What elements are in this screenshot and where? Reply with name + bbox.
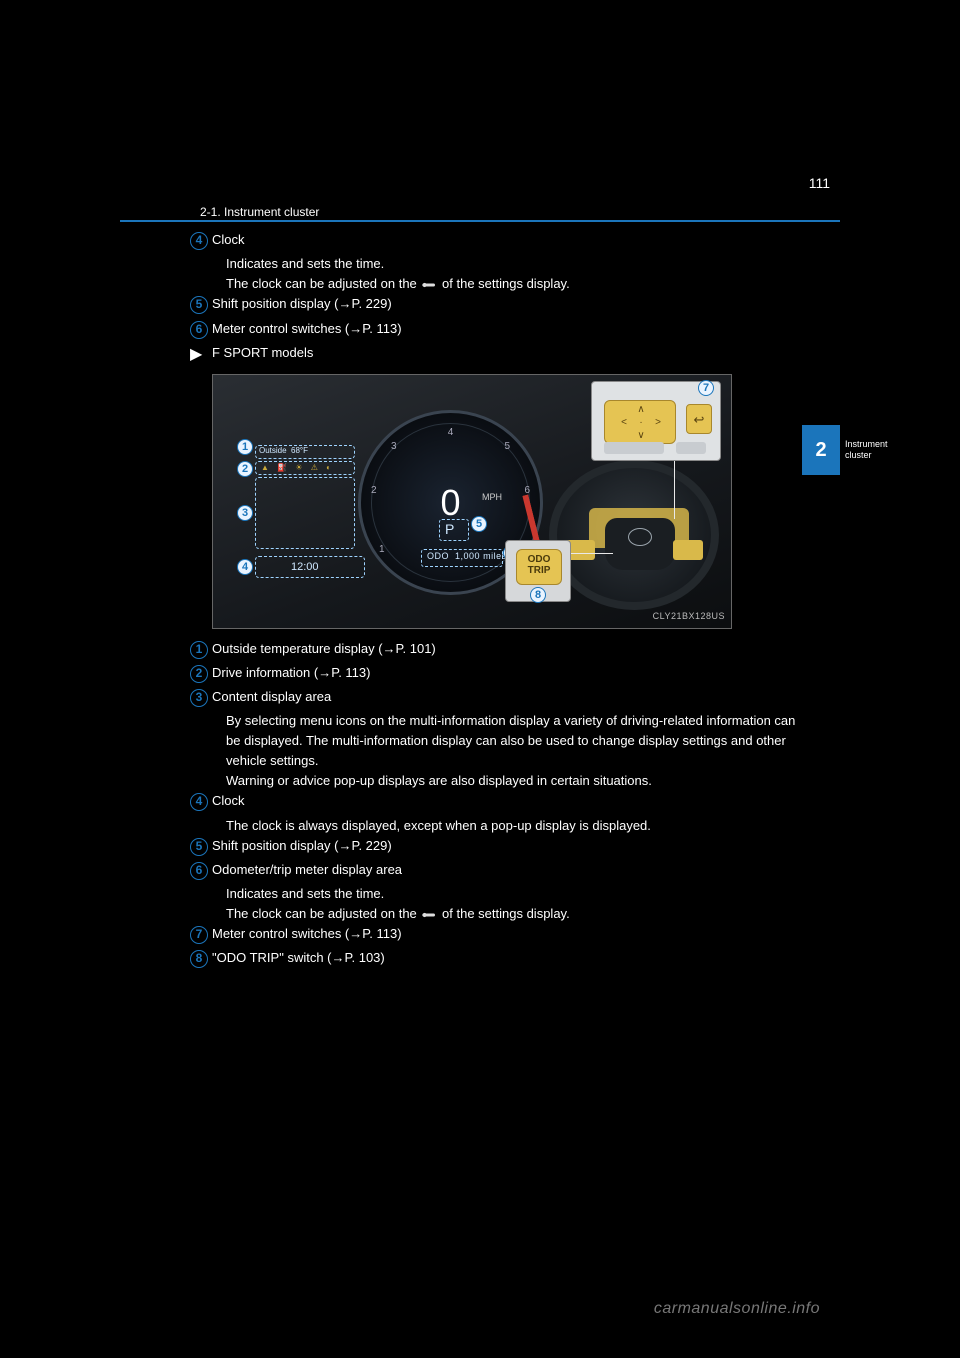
dpad-center[interactable]: · [634, 418, 648, 428]
item-a5-title: Shift position display (→P. 229) [212, 294, 810, 314]
item-b7: 7 Meter control switches (→P. 113) [190, 924, 810, 944]
header-rule [120, 220, 840, 222]
callout-b3-icon: 3 [190, 689, 208, 707]
fig-callout-7: 7 [698, 380, 714, 396]
callout-6-icon: 6 [190, 321, 208, 339]
dpad-right[interactable]: > [651, 418, 665, 428]
item-b3-title: Content display area [212, 687, 810, 707]
callout-b1-icon: 1 [190, 641, 208, 659]
item-a6: 6 Meter control switches (→P. 113) [190, 319, 810, 339]
wrench-icon [420, 909, 438, 921]
dpad-down[interactable]: ∨ [634, 431, 648, 441]
tick-5: 5 [504, 439, 510, 455]
item-b2-title: Drive information (→P. 113) [212, 663, 810, 683]
item-a4-line1: Indicates and sets the time. [190, 254, 810, 274]
chapter-tab-label: Instrument cluster [845, 425, 910, 475]
item-a6-title: Meter control switches (→P. 113) [212, 319, 810, 339]
odo-trip-button[interactable]: ODOTRIP [516, 549, 562, 585]
callout-b7-icon: 7 [190, 926, 208, 944]
aux-button-2[interactable] [676, 442, 706, 454]
tick-3: 3 [391, 439, 397, 455]
fig-callout-4: 4 [237, 559, 253, 575]
meter-control-pad[interactable]: ∧ ∨ < > · [604, 400, 676, 444]
tick-1: 1 [379, 542, 385, 558]
footer-watermark: carmanualsonline.info [654, 1300, 820, 1318]
callout-b5-icon: 5 [190, 838, 208, 856]
lexus-badge-icon [628, 528, 652, 546]
item-b4-line1: The clock is always displayed, except wh… [190, 816, 810, 836]
aux-button-1[interactable] [604, 442, 664, 454]
wrench-icon [420, 279, 438, 291]
callout-b6-icon: 6 [190, 862, 208, 880]
item-b4-title: Clock [212, 791, 810, 811]
tick-2: 2 [371, 483, 377, 499]
dpad-up[interactable]: ∧ [634, 405, 648, 415]
steering-wheel [549, 460, 719, 610]
item-b2: 2 Drive information (→P. 113) [190, 663, 810, 683]
fig-callout-8: 8 [530, 587, 546, 603]
shift-position-value: P [445, 519, 454, 541]
item-a4-line2: The clock can be adjusted on the of the … [190, 274, 810, 294]
item-b6-line2-post: of the settings display. [442, 906, 570, 921]
odometer-readout: ODO 1,000 miles [427, 550, 507, 564]
speed-unit: MPH [482, 491, 502, 505]
item-b3-line1: By selecting menu icons on the multi-inf… [190, 711, 810, 771]
item-a4-title: Clock [212, 230, 810, 250]
fig-callout-5: 5 [471, 516, 487, 532]
item-b6-line2-pre: The clock can be adjusted on the [226, 906, 420, 921]
item-b3-line2: Warning or advice pop-up displays are al… [190, 771, 810, 791]
item-b8-title: "ODO TRIP" switch (→P. 103) [212, 948, 810, 968]
page-number: 111 [809, 175, 830, 191]
steering-right-buttons[interactable] [673, 540, 703, 560]
callout-4-icon: 4 [190, 232, 208, 250]
instrument-cluster-figure: 0 MPH P ODO 1,000 miles 4 3 5 2 6 1 7 Ou… [212, 374, 732, 629]
item-a4-line2-pre: The clock can be adjusted on the [226, 276, 420, 291]
leader-8 [571, 553, 613, 554]
dpad-left[interactable]: < [617, 418, 631, 428]
fig-callout-1: 1 [237, 439, 253, 455]
callout-5-icon: 5 [190, 296, 208, 314]
item-b8: 8 "ODO TRIP" switch (→P. 103) [190, 948, 810, 968]
item-b6-line2: The clock can be adjusted on the of the … [190, 904, 810, 924]
tick-4: 4 [448, 425, 454, 441]
clock-value: 12:00 [291, 559, 319, 576]
item-a5: 5 Shift position display (→P. 229) [190, 294, 810, 314]
callout-8-panel: ODOTRIP 8 [505, 540, 571, 602]
fsport-arrow-icon: ▶ [190, 343, 212, 368]
item-b5-title: Shift position display (→P. 229) [212, 836, 810, 856]
fsport-heading: ▶ F SPORT models [190, 343, 810, 368]
item-b1-title: Outside temperature display (→P. 101) [212, 639, 810, 659]
leader-7 [674, 461, 675, 519]
fig-callout-3: 3 [237, 505, 253, 521]
item-b5: 5 Shift position display (→P. 229) [190, 836, 810, 856]
item-b3: 3 Content display area [190, 687, 810, 707]
fsport-label: F SPORT models [212, 343, 810, 363]
outside-temp-text: Outside 68°F [259, 445, 308, 457]
callout-b8-icon: 8 [190, 950, 208, 968]
breadcrumb: 2-1. Instrument cluster [200, 205, 319, 219]
item-b1: 1 Outside temperature display (→P. 101) [190, 639, 810, 659]
fig-callout-2: 2 [237, 461, 253, 477]
figure-caption: CLY21BX128US [653, 610, 725, 624]
return-button[interactable]: ↩ [686, 404, 712, 434]
callout-b4-icon: 4 [190, 793, 208, 811]
callout-b2-icon: 2 [190, 665, 208, 683]
callout-7-panel: 7 ∧ ∨ < > · ↩ [591, 381, 721, 461]
item-a4-line2-post: of the settings display. [442, 276, 570, 291]
item-b6-title: Odometer/trip meter display area [212, 860, 810, 880]
region-3 [255, 477, 355, 549]
warning-icons-row: ▲ ⛽ ☀ ⚠ ◐ [261, 462, 334, 474]
item-b6: 6 Odometer/trip meter display area [190, 860, 810, 880]
item-b7-title: Meter control switches (→P. 113) [212, 924, 810, 944]
item-b4: 4 Clock [190, 791, 810, 811]
item-b6-line1: Indicates and sets the time. [190, 884, 810, 904]
item-a4: 4 Clock [190, 230, 810, 250]
